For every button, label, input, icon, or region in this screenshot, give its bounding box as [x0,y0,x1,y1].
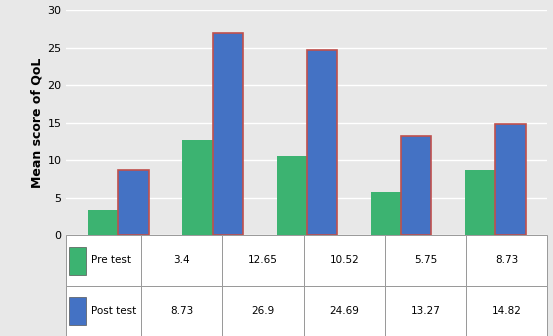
Text: 14.82: 14.82 [492,306,521,316]
Bar [304,235,385,286]
Text: 13.27: 13.27 [410,306,440,316]
Bar [466,286,547,336]
Bar [66,286,141,336]
Text: 3.4: 3.4 [173,255,190,265]
Text: 10.52: 10.52 [330,255,359,265]
Bar [118,170,149,235]
Bar [66,235,141,286]
Bar [276,156,307,235]
Text: 5.75: 5.75 [414,255,437,265]
Bar [385,235,466,286]
Text: 8.73: 8.73 [170,306,193,316]
Bar [69,297,86,325]
Bar [304,286,385,336]
Text: Pre test: Pre test [91,255,131,265]
Text: 26.9: 26.9 [251,306,274,316]
Bar [141,235,222,286]
Bar [371,192,401,235]
Bar [222,286,304,336]
Bar [222,235,304,286]
Text: Post test: Post test [91,306,136,316]
Text: 24.69: 24.69 [329,306,359,316]
Y-axis label: Mean score of QoL: Mean score of QoL [30,57,43,188]
Bar [401,136,431,235]
Bar [307,50,337,235]
Bar [495,124,525,235]
Bar [141,286,222,336]
Bar [465,170,495,235]
Text: 12.65: 12.65 [248,255,278,265]
Text: 8.73: 8.73 [495,255,519,265]
Bar [88,210,118,235]
Bar [182,140,213,235]
Bar [213,33,243,235]
Bar [466,235,547,286]
Bar [385,286,466,336]
Bar [69,247,86,275]
